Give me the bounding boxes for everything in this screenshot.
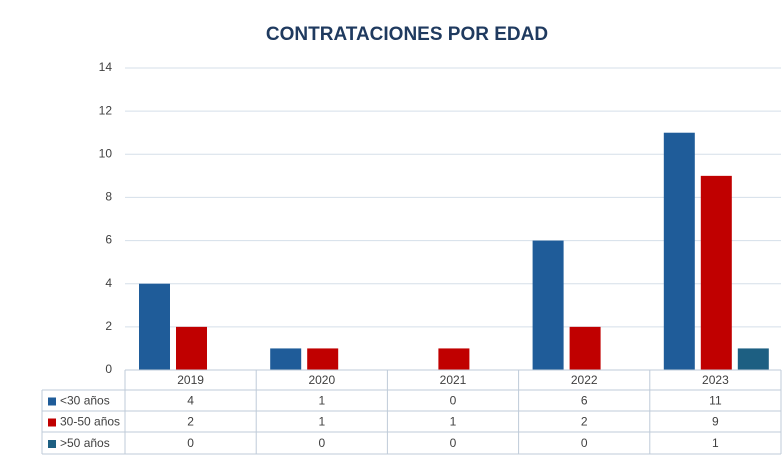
table-value: 0 — [581, 436, 588, 450]
bar — [176, 326, 207, 370]
bar — [270, 348, 302, 370]
table-value: 2 — [187, 415, 194, 429]
bar — [307, 348, 339, 370]
table-value: 0 — [318, 436, 325, 450]
table-value: 0 — [450, 436, 457, 450]
table-value: 9 — [712, 415, 719, 429]
table-value: 4 — [187, 394, 194, 408]
chart-title: CONTRATACIONES POR EDAD — [266, 24, 548, 45]
table-value: 1 — [318, 394, 325, 408]
table-value: 0 — [450, 394, 457, 408]
x-tick-label: 2022 — [571, 373, 598, 387]
x-tick-label: 2019 — [177, 373, 204, 387]
legend-key — [48, 418, 56, 427]
legend-key — [48, 440, 56, 448]
bar — [532, 240, 564, 370]
table-value: 1 — [318, 415, 325, 429]
x-tick-label: 2021 — [440, 373, 467, 387]
x-tick-label: 2020 — [308, 373, 335, 387]
bar — [700, 175, 732, 370]
y-tick-label: 10 — [99, 146, 113, 160]
legend-key — [48, 397, 56, 406]
legend-label: <30 años — [60, 394, 110, 408]
y-tick-label: 8 — [105, 190, 112, 204]
y-tick-label: 14 — [99, 60, 113, 74]
y-tick-label: 6 — [105, 233, 112, 247]
bar — [737, 348, 769, 370]
x-tick-label: 2023 — [702, 373, 729, 387]
bar — [139, 283, 170, 370]
legend-label: 30-50 años — [60, 415, 120, 429]
y-tick-label: 4 — [105, 276, 112, 290]
table-value: 1 — [450, 415, 457, 429]
bar — [569, 326, 601, 370]
table-value: 0 — [187, 436, 194, 450]
bar — [438, 348, 470, 370]
table-value: 11 — [709, 394, 722, 408]
table-value: 1 — [712, 436, 719, 450]
y-tick-label: 12 — [99, 103, 113, 117]
y-tick-label: 2 — [105, 319, 112, 333]
table-value: 2 — [581, 415, 588, 429]
bar — [663, 132, 695, 370]
legend-label: >50 años — [60, 436, 110, 450]
table-value: 6 — [581, 394, 588, 408]
y-tick-label: 0 — [105, 362, 112, 376]
